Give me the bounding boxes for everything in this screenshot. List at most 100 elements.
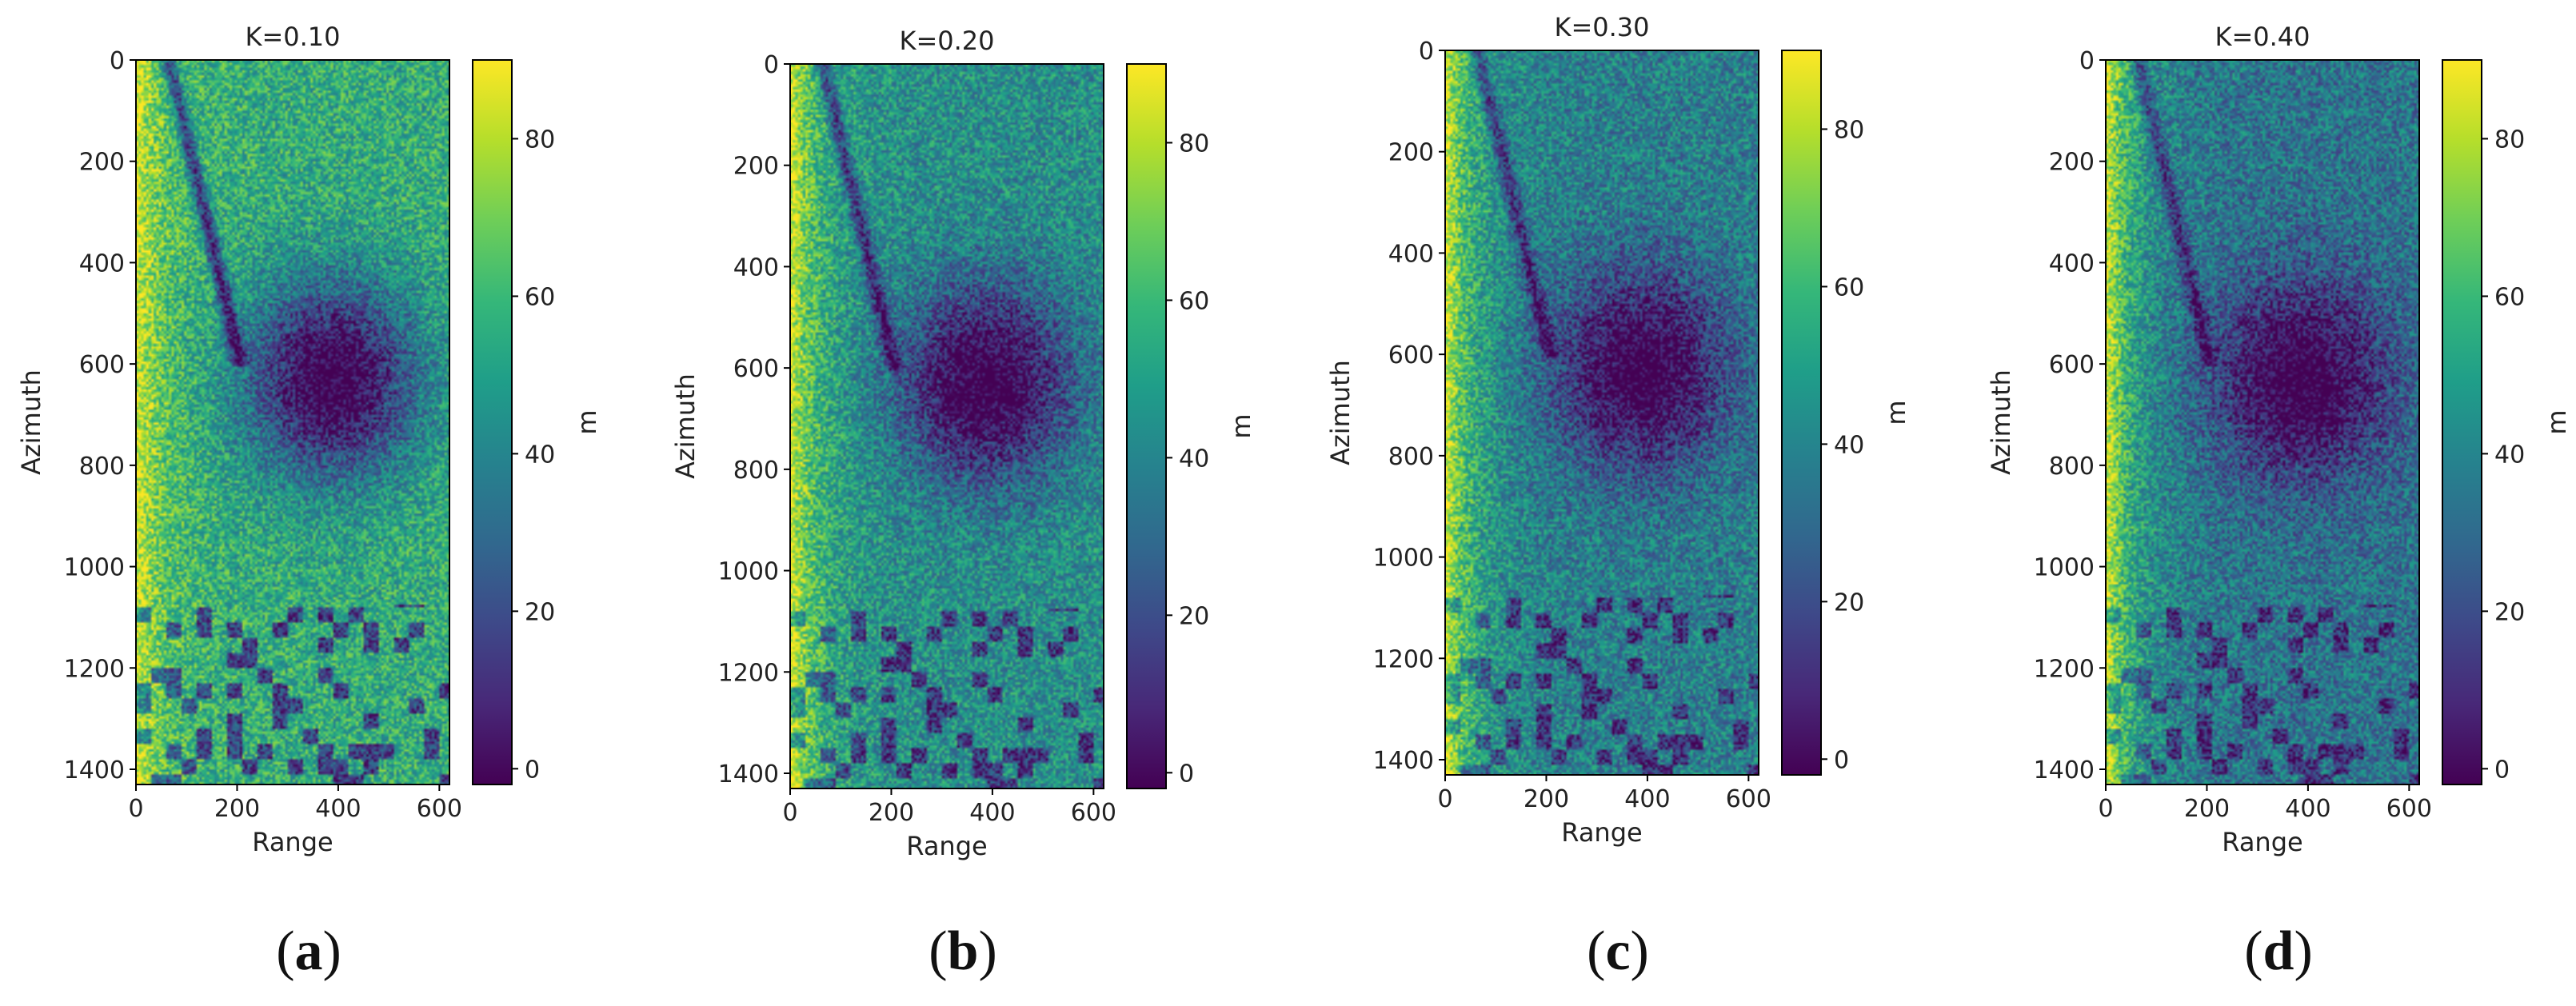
y-tick-label: 1200 [64, 655, 125, 683]
colorbar-tick-label: 80 [1179, 130, 1209, 158]
colorbar [1126, 63, 1167, 789]
colorbar-tick-label: 40 [1834, 431, 1864, 459]
colorbar-tick-label: 80 [525, 126, 555, 154]
plot-frame [789, 63, 1104, 789]
colorbar-tick-label: 40 [1179, 445, 1209, 473]
heatmap-image [2106, 60, 2419, 784]
y-tick-label: 1000 [718, 558, 779, 586]
colorbar-tick-label: 20 [2494, 598, 2525, 626]
y-tick-label: 0 [1419, 38, 1434, 66]
y-tick-label: 1000 [2034, 554, 2095, 582]
colorbar-label: m [2542, 409, 2572, 434]
colorbar [472, 59, 513, 785]
colorbar-tick-label: 60 [1834, 273, 1864, 301]
x-tick-label: 600 [1726, 785, 1771, 813]
y-tick-label: 600 [79, 351, 125, 379]
y-tick-label: 1400 [718, 760, 779, 788]
y-tick-label: 200 [2049, 149, 2095, 177]
heatmap-image [790, 64, 1104, 788]
y-tick-label: 1200 [718, 659, 779, 687]
y-tick-label: 800 [79, 453, 125, 481]
x-tick-label: 200 [2184, 795, 2230, 823]
y-tick-label: 600 [2049, 351, 2095, 379]
y-tick-label: 1400 [64, 756, 125, 784]
plot-frame [1444, 50, 1759, 776]
heatmap-image [136, 60, 449, 784]
y-axis-label: Azimuth [670, 373, 701, 479]
x-axis-label: Range [2222, 827, 2302, 857]
y-tick-label: 200 [1388, 139, 1434, 167]
plot-frame [2105, 59, 2420, 785]
colorbar-tick-label: 80 [2494, 126, 2525, 154]
y-tick-label: 800 [733, 457, 779, 485]
subplot-title: K=0.20 [899, 26, 994, 56]
y-axis-label: Azimuth [1986, 369, 2016, 475]
y-tick-label: 0 [110, 47, 125, 75]
colorbar-tick-label: 40 [2494, 441, 2525, 469]
colorbar-tick-label: 0 [525, 756, 540, 784]
y-tick-label: 600 [1388, 341, 1434, 369]
y-tick-label: 1400 [2034, 756, 2095, 784]
x-tick-label: 200 [1524, 785, 1569, 813]
subplot-2: K=0.200 200 400 600Range0200400600800100012… [670, 26, 1256, 982]
y-tick-label: 200 [79, 149, 125, 177]
x-tick-label: 600 [2386, 795, 2432, 823]
subplot-title: K=0.40 [2215, 22, 2310, 52]
heatmap-image [1445, 50, 1759, 775]
colorbar-tick-label: 80 [1834, 116, 1864, 144]
y-tick-label: 1400 [1373, 747, 1434, 775]
x-tick-label: 0 [2098, 795, 2113, 823]
y-axis-label: Azimuth [1325, 360, 1356, 465]
panel-caption: (a) [276, 920, 341, 982]
colorbar-tick-label: 0 [1179, 760, 1194, 788]
x-tick-label: 0 [782, 799, 797, 827]
y-tick-label: 800 [1388, 443, 1434, 471]
subplot-4: K=0.400 200 400 600Range0200400600800100012… [1986, 22, 2572, 982]
y-tick-label: 400 [79, 250, 125, 277]
colorbar-label: m [572, 409, 602, 434]
x-tick-label: 600 [417, 795, 462, 823]
colorbar-label: m [1881, 400, 1911, 425]
panel-caption: (d) [2244, 920, 2313, 982]
colorbar-tick-label: 20 [1834, 589, 1864, 617]
panel-caption: (c) [1587, 920, 1649, 982]
y-axis-label: Azimuth [16, 369, 46, 475]
y-tick-label: 0 [764, 51, 779, 79]
colorbar [1781, 50, 1822, 776]
x-tick-label: 400 [969, 799, 1015, 827]
y-tick-label: 1000 [64, 554, 125, 582]
y-tick-label: 1200 [1373, 645, 1434, 673]
colorbar-tick-label: 0 [2494, 756, 2510, 784]
x-axis-label: Range [906, 831, 987, 861]
x-axis-label: Range [1561, 817, 1642, 848]
colorbar-label: m [1226, 413, 1256, 438]
x-tick-label: 0 [1437, 785, 1452, 813]
y-tick-label: 600 [733, 355, 779, 383]
y-tick-label: 1000 [1373, 545, 1434, 573]
y-tick-label: 200 [733, 153, 779, 181]
y-tick-label: 400 [2049, 250, 2095, 277]
panels-group: K=0.100 200 400 600Range0200400600800100012… [16, 12, 2572, 982]
colorbar [2442, 59, 2482, 785]
colorbar-tick-label: 60 [2494, 283, 2525, 311]
colorbar-tick-label: 60 [525, 283, 555, 311]
colorbar-tick-label: 20 [1179, 602, 1209, 630]
colorbar-tick-label: 60 [1179, 287, 1209, 315]
colorbar-tick-label: 20 [525, 598, 555, 626]
y-tick-label: 0 [2079, 47, 2095, 75]
x-tick-label: 200 [214, 795, 260, 823]
subplot-1: K=0.100 200 400 600Range0200400600800100012… [16, 22, 602, 982]
x-tick-label: 400 [315, 795, 361, 823]
panel-caption: (b) [929, 920, 997, 982]
x-tick-label: 600 [1071, 799, 1116, 827]
y-tick-label: 400 [1388, 240, 1434, 268]
x-tick-label: 0 [128, 795, 143, 823]
x-tick-label: 400 [1624, 785, 1670, 813]
x-tick-label: 200 [869, 799, 914, 827]
subplot-title: K=0.30 [1554, 12, 1649, 42]
subplot-title: K=0.10 [245, 22, 340, 52]
colorbar-tick-label: 0 [1834, 746, 1849, 774]
y-tick-label: 400 [733, 253, 779, 281]
x-tick-label: 400 [2285, 795, 2330, 823]
